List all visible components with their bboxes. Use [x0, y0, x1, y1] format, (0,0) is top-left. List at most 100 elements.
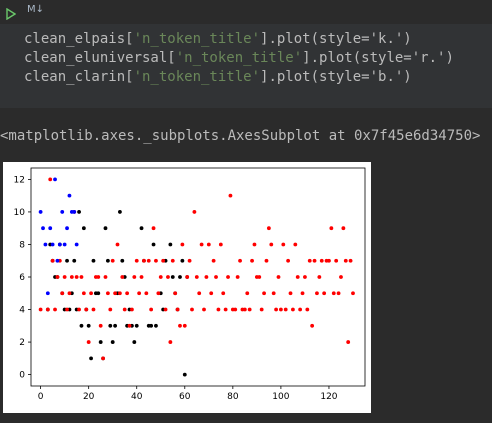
cell-toolbar: M↓	[0, 0, 492, 24]
data-point	[84, 307, 89, 312]
data-point	[48, 177, 53, 182]
data-point	[62, 275, 67, 279]
data-point	[264, 258, 269, 263]
code-string: 'n_token_title'	[133, 69, 261, 85]
data-point	[113, 291, 118, 296]
data-point	[120, 258, 125, 263]
data-point	[319, 258, 324, 263]
code-text: clean_elpais[	[24, 31, 134, 47]
code-text: ].plot(style='k.')	[260, 31, 412, 47]
data-point	[81, 226, 86, 231]
data-point	[50, 242, 55, 247]
data-point	[108, 307, 113, 312]
data-point	[180, 258, 185, 263]
data-point	[91, 307, 96, 312]
x-tick-label: 0	[38, 392, 44, 402]
data-point	[103, 275, 108, 279]
code-cell[interactable]: clean_elpais['n_token_title'].plot(style…	[0, 24, 492, 108]
data-point	[259, 307, 264, 312]
data-point	[89, 356, 93, 361]
data-point	[226, 275, 230, 279]
data-point	[216, 307, 221, 312]
data-point	[38, 210, 43, 214]
code-text: ].plot(style='b.')	[260, 69, 412, 85]
data-point	[81, 291, 86, 296]
data-point	[331, 291, 336, 296]
data-point	[317, 275, 322, 279]
data-point	[182, 372, 187, 377]
data-point	[223, 307, 228, 312]
data-point	[127, 323, 132, 328]
data-point	[74, 242, 79, 247]
data-point	[79, 323, 84, 328]
x-tick-label: 100	[272, 392, 289, 402]
data-point	[182, 323, 187, 328]
data-point	[101, 356, 105, 361]
data-point	[50, 258, 55, 263]
y-tick-label: 6	[19, 273, 25, 283]
data-point	[67, 291, 72, 296]
data-point	[130, 307, 134, 312]
data-point	[202, 307, 206, 312]
data-point	[149, 307, 154, 312]
data-point	[194, 275, 199, 279]
data-point	[173, 291, 178, 296]
data-point	[45, 307, 50, 312]
data-point	[86, 340, 91, 344]
data-point	[53, 307, 57, 312]
code-text: clean_eluniversal[	[24, 50, 176, 66]
data-point	[233, 307, 238, 312]
data-point	[139, 226, 144, 231]
data-point	[336, 291, 341, 296]
data-point	[108, 323, 113, 328]
data-point	[110, 340, 115, 344]
data-point	[65, 258, 69, 263]
play-icon[interactable]	[6, 5, 17, 24]
data-point	[250, 258, 254, 263]
data-point	[125, 291, 130, 296]
code-line: clean_clarin['n_token_title'].plot(style…	[24, 68, 412, 87]
data-point	[60, 291, 65, 296]
scatter-plot: 0 20 40 60 80 100 120 0 2 4 6 8 10 12	[14, 167, 366, 402]
y-tick-label: 10	[14, 208, 26, 218]
markdown-cell-type-label[interactable]: M↓	[27, 4, 45, 15]
data-point	[98, 323, 103, 328]
data-point	[283, 307, 288, 312]
data-point	[305, 307, 310, 312]
data-point	[190, 307, 194, 312]
data-point	[118, 291, 122, 296]
data-point	[132, 340, 137, 344]
data-point	[55, 258, 60, 263]
data-point	[86, 323, 91, 328]
data-point	[38, 307, 43, 312]
data-point	[211, 258, 216, 263]
data-point	[163, 307, 168, 312]
data-point	[72, 258, 77, 263]
data-point	[132, 275, 137, 279]
data-point	[315, 291, 319, 296]
data-point	[206, 242, 211, 247]
data-point	[134, 323, 139, 328]
data-point	[122, 307, 127, 312]
data-point	[166, 275, 170, 279]
data-point	[65, 226, 69, 231]
data-point	[168, 340, 173, 344]
plot-figure: 0 20 40 60 80 100 120 0 2 4 6 8 10 12	[3, 162, 371, 413]
data-point	[113, 323, 118, 328]
data-point	[103, 226, 108, 231]
data-point	[154, 323, 158, 328]
data-point	[257, 275, 262, 279]
data-point	[235, 275, 240, 279]
data-point	[43, 242, 48, 247]
data-point	[266, 226, 271, 231]
data-point	[67, 193, 72, 198]
data-point	[218, 242, 223, 247]
data-point	[276, 275, 281, 279]
code-line: clean_eluniversal['n_token_title'].plot(…	[24, 49, 454, 68]
data-point	[288, 291, 293, 296]
data-point	[48, 226, 53, 231]
y-tick-label: 8	[19, 240, 25, 250]
data-point	[79, 275, 84, 279]
data-point	[115, 242, 120, 247]
data-point	[65, 307, 69, 312]
